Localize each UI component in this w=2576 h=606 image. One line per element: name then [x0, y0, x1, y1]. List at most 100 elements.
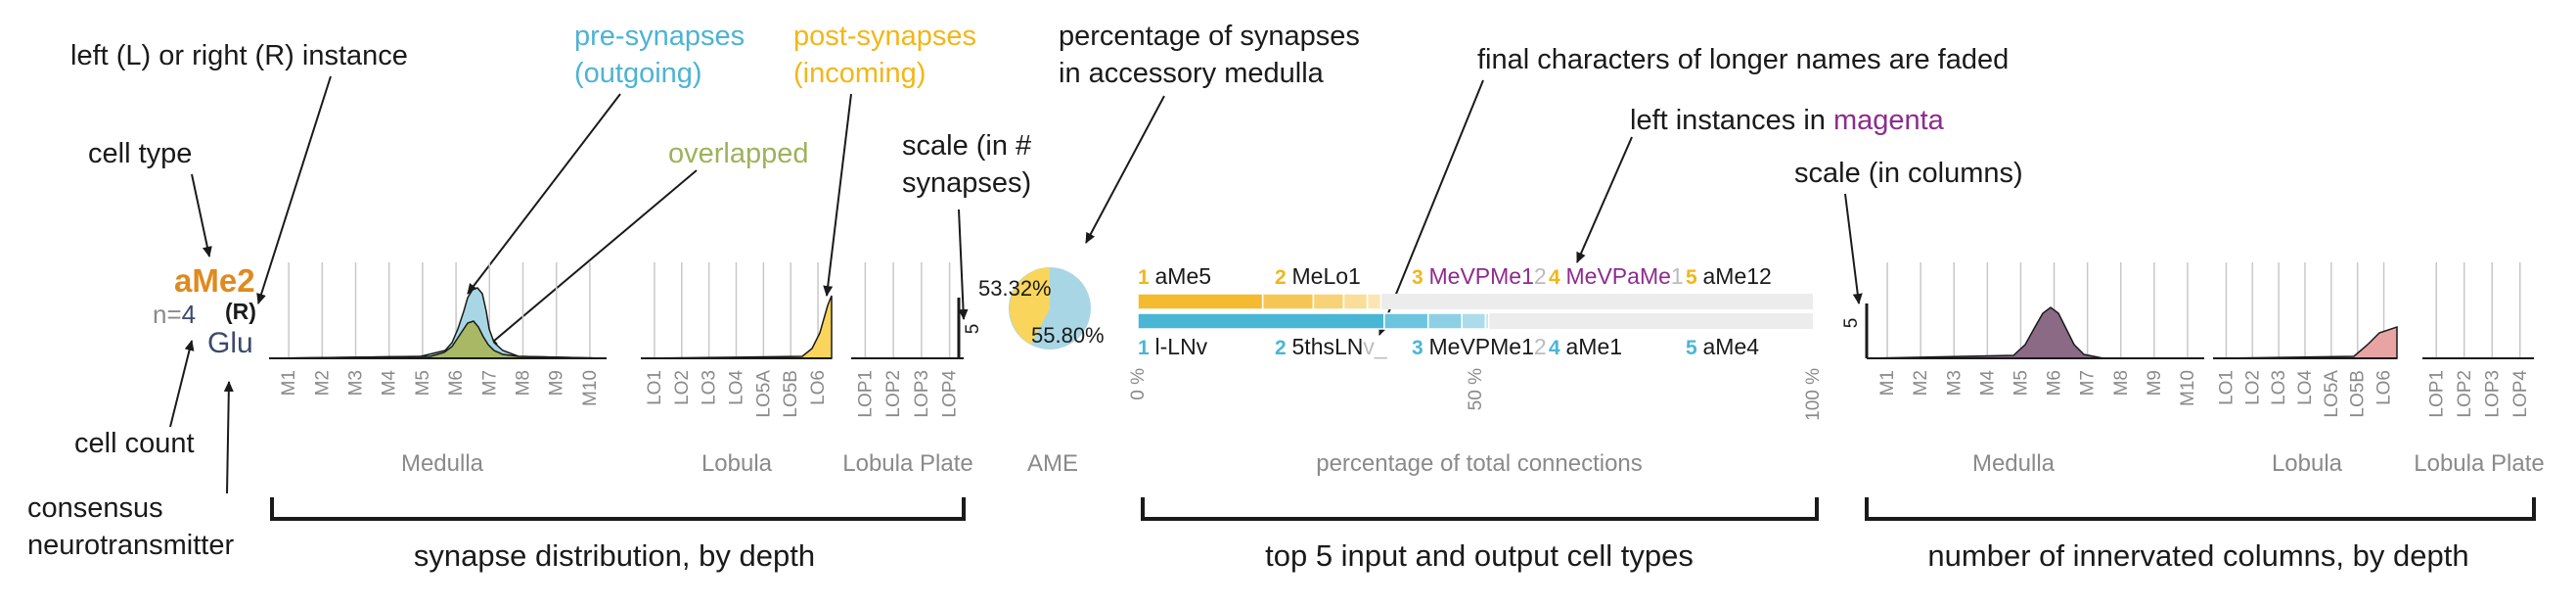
output-name-4: aMe1	[1566, 334, 1623, 359]
section-top5: top 5 input and output cell types	[1265, 538, 1694, 573]
input-bar-4	[1342, 293, 1369, 310]
bracket-synapse	[270, 497, 966, 521]
output-rank-2: 2	[1275, 337, 1292, 359]
input-name-2: MeLo1	[1292, 263, 1361, 289]
arrow-instance	[256, 75, 332, 304]
layer-label-lo3: LO3	[700, 370, 720, 405]
output-name-3: MeVPMe1	[1429, 334, 1534, 359]
input-labels: 1 aMe5 2 MeLo1 3 MeVPMe12 4 MeVPaMe1 5 aMe12	[1138, 263, 1772, 289]
ame-pie: 53.32% 55.80%	[978, 267, 1105, 350]
bracket-columns	[1865, 497, 2536, 521]
annotation-left-magenta: magenta	[1833, 105, 1945, 136]
annotation-cell-type: cell type	[88, 138, 192, 169]
annotation-cell-count: cell count	[74, 428, 195, 459]
layer-label-m1: M1	[1877, 370, 1898, 396]
layer-label-lo6: LO6	[2374, 370, 2395, 405]
region-medulla-columns: Medulla	[1972, 450, 2056, 477]
synapse-medulla-gridlines	[288, 262, 591, 358]
columns-scale-value: 5	[1841, 318, 1862, 329]
annotation-pct-ame-2: in accessory medulla	[1059, 58, 1325, 89]
columns-lobula-plate-gridlines	[2435, 262, 2521, 358]
input-name-5: aMe12	[1703, 263, 1772, 289]
layer-label-m4: M4	[1977, 370, 1998, 396]
ame-post-percent: 53.32%	[978, 276, 1052, 301]
top5-axis-ticks: 0 % 50 % 100 %	[1128, 368, 1824, 421]
layer-label-m7: M7	[2078, 370, 2099, 396]
output-partner-4: 4 aMe1	[1549, 334, 1622, 359]
arrow-neurotransmitter	[223, 381, 234, 494]
layer-label-lop4: LOP4	[2510, 370, 2531, 418]
output-bar-4	[1461, 312, 1487, 330]
output-name-2: 5thsLN	[1292, 334, 1364, 359]
overlap-synapse-area	[268, 320, 608, 359]
layer-label-lo4: LO4	[2295, 370, 2316, 405]
output-name-faded-3: 2	[1534, 334, 1547, 359]
columns-lobula-area	[2220, 325, 2398, 359]
input-name-3: MeVPMe1	[1429, 263, 1534, 289]
layer-label-lo5b: LO5B	[781, 370, 801, 418]
columns-lobula-panel: LO1 LO2 LO3 LO4 LO5A LO5B LO6	[2213, 262, 2398, 418]
annotation-pre-2: (outgoing)	[574, 58, 702, 89]
columns-lobula-plate-panel: LOP1 LOP2 LOP3 LOP4	[2422, 262, 2534, 418]
layer-label-m8: M8	[514, 370, 534, 396]
axis-tick-100: 100 %	[1803, 368, 1824, 421]
input-partner-2: 2 MeLo1	[1275, 263, 1361, 289]
output-partner-5: 5 aMe4	[1686, 334, 1759, 359]
columns-medulla-layer-labels: M1 M2 M3 M4 M5 M6 M7 M8 M9 M10	[1877, 370, 2198, 406]
layer-label-lo1: LO1	[645, 370, 665, 405]
annotation-scale-synapses-2: synapses)	[902, 167, 1031, 199]
output-rank-1: 1	[1138, 337, 1155, 359]
post-synapse-area	[640, 295, 833, 359]
input-rank-3: 3	[1412, 266, 1429, 289]
annotation-scale-synapses-1: scale (in #	[902, 130, 1031, 162]
ame-pie-post-wedge	[1009, 267, 1050, 345]
output-bars	[1137, 312, 1490, 330]
layer-label-lop4: LOP4	[940, 370, 961, 418]
axis-tick-0: 0 %	[1128, 368, 1149, 400]
annotation-post-1: post-synapses	[793, 21, 976, 52]
input-partner-1: 1 aMe5	[1138, 263, 1211, 289]
synapse-lobula-panel: LO1 LO2 LO3 LO4 LO5A LO5B LO6	[640, 262, 833, 418]
region-medulla-synapse: Medulla	[401, 450, 484, 477]
bracket-top5	[1141, 497, 1819, 521]
section-columns: number of innervated columns, by depth	[1927, 538, 2468, 573]
arrow-left-instances	[1576, 136, 1633, 263]
layer-label-lop3: LOP3	[2482, 370, 2503, 418]
pre-synapse-area	[268, 287, 608, 359]
layer-label-m7: M7	[479, 370, 500, 396]
cell-count-label: n=4	[153, 300, 196, 329]
input-rank-5: 5	[1686, 266, 1703, 289]
synapse-lobula-layer-labels: LO1 LO2 LO3 LO4 LO5A LO5B LO6	[645, 370, 829, 418]
cell-instance-label: (R)	[225, 299, 256, 324]
layer-label-lop2: LOP2	[2455, 370, 2475, 418]
output-name-5: aMe4	[1703, 334, 1760, 359]
input-partner-3: 3 MeVPMe12	[1412, 263, 1547, 289]
layer-label-m3: M3	[1944, 370, 1965, 396]
layer-label-m2: M2	[1911, 370, 1931, 396]
arrow-scale-columns	[1844, 193, 1863, 304]
arrow-overlap	[486, 169, 698, 348]
top5-panel: 1 aMe5 2 MeLo1 3 MeVPMe12 4 MeVPaMe1 5 aMe12…	[1128, 263, 1824, 421]
cell-count-prefix: n=	[153, 300, 182, 329]
layer-label-lo3: LO3	[2269, 370, 2289, 405]
layer-label-lo5a: LO5A	[753, 370, 774, 418]
output-partner-2: 2 5thsLNv_	[1275, 334, 1388, 359]
synapse-medulla-layer-labels: M1 M2 M3 M4 M5 M6 M7 M8 M9 M10	[279, 370, 601, 406]
output-bar-3	[1426, 312, 1463, 330]
arrow-cell-count	[169, 340, 195, 428]
columns-lobula-layer-labels: LO1 LO2 LO3 LO4 LO5A LO5B LO6	[2216, 370, 2394, 418]
layer-label-lo2: LO2	[2242, 370, 2263, 405]
columns-lobula-gridlines	[2225, 262, 2385, 358]
annotation-neurotransmitter-1: consensus	[27, 492, 163, 524]
layer-label-lop1: LOP1	[855, 370, 876, 418]
synapse-lobula-plate-gridlines	[864, 262, 951, 358]
region-lobula-synapse: Lobula	[701, 450, 773, 477]
input-bars	[1137, 293, 1382, 310]
layer-label-m10: M10	[2178, 370, 2198, 406]
input-bar-5	[1366, 293, 1382, 310]
synapse-scale-value: 5	[963, 324, 983, 335]
layer-label-lo4: LO4	[727, 370, 747, 405]
output-bar-2	[1383, 312, 1429, 330]
annotation-pre-1: pre-synapses	[574, 21, 745, 52]
columns-medulla-gridlines	[1886, 262, 2189, 358]
